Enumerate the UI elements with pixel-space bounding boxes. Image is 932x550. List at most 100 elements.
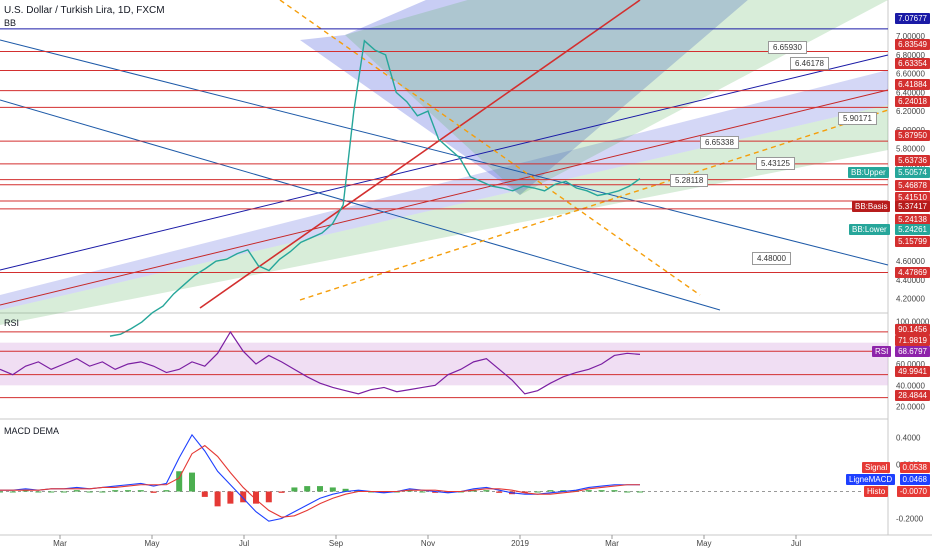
macd-histogram-bar bbox=[35, 491, 42, 493]
bb-upper-name: BB:Upper bbox=[848, 167, 889, 178]
macd-histogram-bar bbox=[22, 490, 29, 492]
price-level-tag: 5.87950 bbox=[895, 130, 930, 141]
callout-label: 6.65338 bbox=[700, 136, 739, 149]
macd-histogram-bar bbox=[150, 491, 157, 493]
macd-histogram-bar bbox=[560, 490, 567, 492]
price-level-tag: 6.83549 bbox=[895, 39, 930, 50]
callout-label: 6.65930 bbox=[768, 41, 807, 54]
time-tick-label: May bbox=[144, 539, 159, 548]
price-tick-label: 5.80000 bbox=[896, 145, 925, 154]
callout-label: 6.46178 bbox=[790, 57, 829, 70]
macd-histogram-bar bbox=[163, 490, 170, 492]
macd-histogram-bar bbox=[0, 491, 3, 493]
time-tick-label: Nov bbox=[421, 539, 435, 548]
macd-histogram-bar bbox=[496, 491, 503, 493]
macd-histogram-bar bbox=[547, 490, 554, 492]
price-tick-label: 4.40000 bbox=[896, 276, 925, 285]
macd-histogram-bar bbox=[61, 491, 67, 493]
pitchfork-band-green bbox=[0, 105, 888, 325]
price-level-tag: 5.24138 bbox=[895, 214, 930, 225]
macd-tick-label: 0.4000 bbox=[896, 434, 921, 443]
time-tick-label: Mar bbox=[605, 539, 619, 548]
price-tick-label: 6.80000 bbox=[896, 51, 925, 60]
macd-histogram-bar bbox=[265, 491, 272, 503]
macd-histogram-bar bbox=[419, 491, 426, 493]
trend-line bbox=[0, 39, 889, 266]
macd-histogram-bar bbox=[611, 490, 618, 492]
rsi-tick-label: 40.0000 bbox=[896, 381, 925, 390]
macd-histo-name: Histo bbox=[864, 486, 889, 497]
price-tick-label: 4.60000 bbox=[896, 257, 925, 266]
macd-histogram-bar bbox=[291, 487, 298, 492]
price-line bbox=[109, 39, 641, 337]
rsi-pane-label[interactable]: RSI bbox=[4, 318, 20, 328]
price-level-tag: 6.24018 bbox=[895, 96, 930, 107]
rsi-tick-label: 60.0000 bbox=[896, 360, 925, 369]
price-level-tag: 6.41884 bbox=[895, 79, 930, 90]
macd-signal-value: 0.0538 bbox=[899, 462, 930, 473]
rsi-current-value: 68.6797 bbox=[895, 346, 930, 357]
macd-histogram-bar bbox=[201, 491, 208, 497]
callout-label: 4.48000 bbox=[752, 252, 791, 265]
callout-label: 5.43125 bbox=[756, 157, 795, 170]
macd-tick-label: -0.2000 bbox=[896, 515, 924, 524]
macd-histogram-bar bbox=[227, 491, 234, 504]
macd-histogram-bar bbox=[253, 491, 259, 504]
rsi-level-tag: 90.1456 bbox=[895, 324, 930, 335]
macd-histogram-bar bbox=[573, 490, 579, 492]
time-tick-label: May bbox=[696, 539, 711, 548]
time-tick-label: Jul bbox=[791, 539, 801, 548]
rsi-tick-label: 20.0000 bbox=[896, 403, 925, 412]
chart-title: U.S. Dollar / Turkish Lira, 1D, FXCM bbox=[4, 5, 165, 16]
price-level-tag: 5.41510 bbox=[895, 192, 930, 203]
price-level-tag: 4.47869 bbox=[895, 267, 930, 278]
macd-histogram-bar bbox=[521, 491, 528, 493]
macd-line-value: 0.0468 bbox=[899, 474, 930, 485]
macd-pane-label[interactable]: MACD DEMA bbox=[4, 426, 60, 436]
dashed-line bbox=[279, 0, 701, 296]
macd-histogram-bar bbox=[445, 491, 451, 493]
macd-histogram-bar bbox=[381, 491, 387, 493]
time-tick-label: Sep bbox=[329, 539, 344, 548]
bb-lower-value: 5.24261 bbox=[895, 224, 930, 235]
bb-indicator-label[interactable]: BB bbox=[4, 18, 17, 28]
rsi-band bbox=[0, 342, 888, 386]
pitchfork-upper-blue bbox=[300, 0, 748, 195]
rsi-level-tag: 28.4844 bbox=[895, 390, 930, 401]
price-level-tag: 5.46878 bbox=[895, 180, 930, 191]
macd-histogram-bar bbox=[48, 491, 55, 493]
price-level-tag: 6.63354 bbox=[895, 58, 930, 69]
price-tick-label: 6.60000 bbox=[896, 70, 925, 79]
macd-histogram-bar bbox=[329, 487, 336, 492]
bb-basis-name: BB:Basis bbox=[852, 201, 891, 212]
pitchfork-upper-green bbox=[345, 0, 888, 195]
macd-signal-name: Signal bbox=[862, 462, 891, 473]
pitchfork-band-blue bbox=[0, 70, 888, 310]
macd-histogram-bar bbox=[189, 472, 195, 492]
macd-histogram-bar bbox=[99, 491, 106, 493]
callout-label: 5.90171 bbox=[838, 112, 877, 125]
price-tick-label: 6.40000 bbox=[896, 88, 925, 97]
macd-line bbox=[0, 433, 640, 522]
callout-label: 5.28118 bbox=[670, 174, 709, 187]
price-tick-label: 4.20000 bbox=[896, 295, 925, 304]
macd-histogram-bar bbox=[278, 491, 285, 493]
price-tick-label: 7.00000 bbox=[896, 32, 925, 41]
macd-histogram-bar bbox=[355, 490, 362, 492]
rsi-line bbox=[0, 330, 641, 395]
time-tick-label: 2019 bbox=[511, 539, 529, 548]
trend-line bbox=[0, 89, 889, 306]
price-tick-label: 6.20000 bbox=[896, 107, 925, 116]
price-level-tag: 5.63736 bbox=[895, 155, 930, 166]
macd-histogram-bar bbox=[624, 491, 631, 493]
macd-histogram-bar bbox=[73, 490, 80, 492]
macd-histogram-bar bbox=[470, 490, 477, 492]
price-level-tag: 7.07677 bbox=[895, 13, 930, 24]
macd-histogram-bar bbox=[598, 490, 605, 492]
rsi-level-tag: 49.9941 bbox=[895, 366, 930, 377]
rsi-tick-label: 100.0000 bbox=[896, 317, 930, 326]
rsi-level-tag: 71.9819 bbox=[895, 335, 930, 346]
price-level-tag: 5.15799 bbox=[895, 236, 930, 247]
macd-histogram-bar bbox=[342, 488, 349, 492]
